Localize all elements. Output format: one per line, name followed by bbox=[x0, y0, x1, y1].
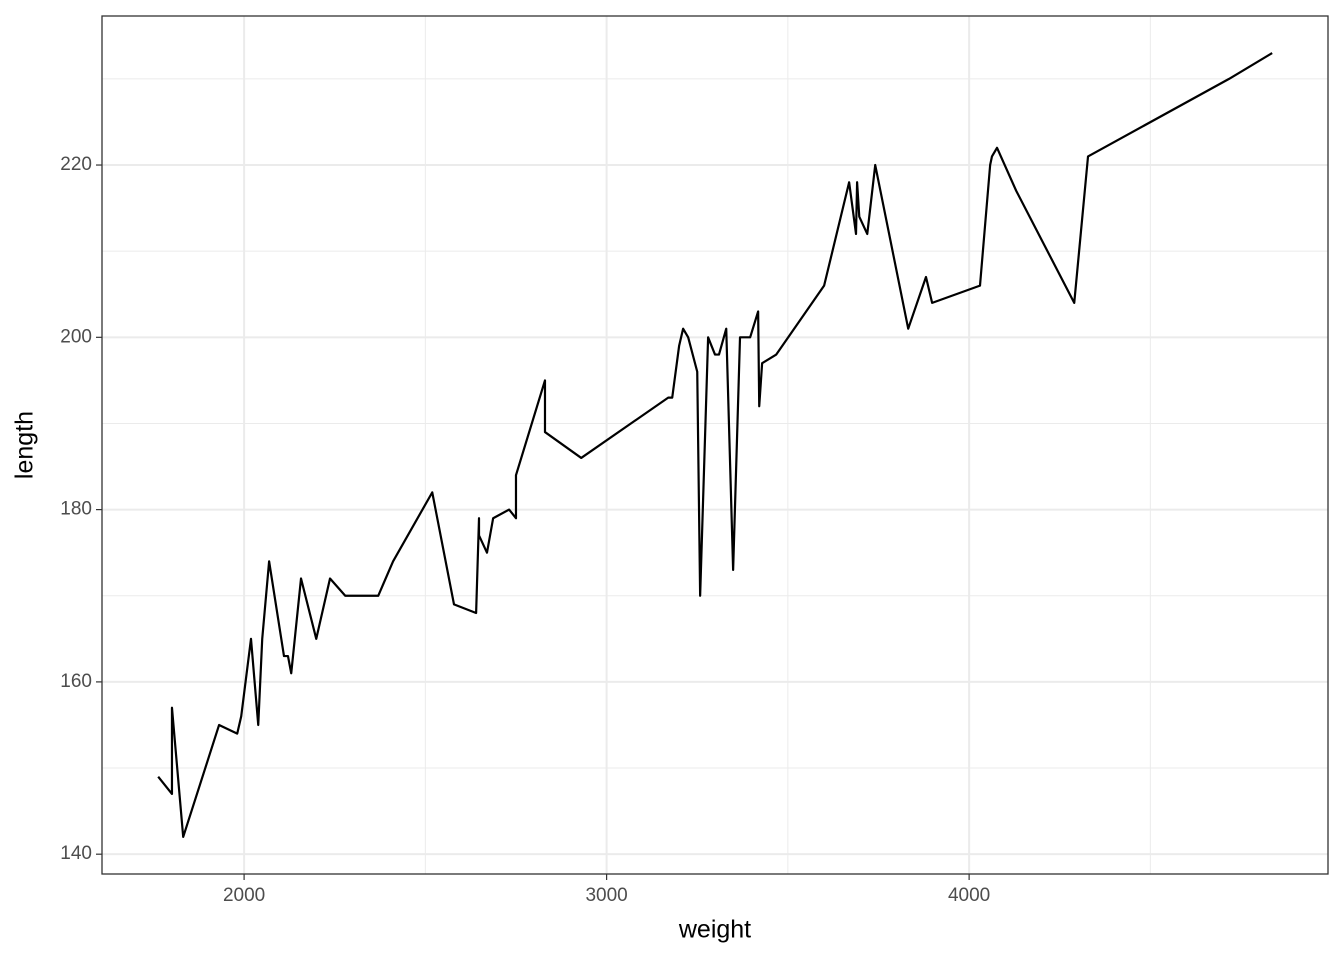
x-axis-title: weight bbox=[678, 916, 751, 944]
line bbox=[157, 52, 1273, 839]
y-axis-title: length bbox=[11, 411, 39, 479]
y-tick-label: 220 bbox=[60, 154, 92, 175]
panel bbox=[102, 16, 1328, 874]
panel-border bbox=[101, 15, 1329, 875]
x-tick-label: 3000 bbox=[585, 885, 627, 906]
y-tick-label: 180 bbox=[60, 499, 92, 520]
x-tick-label: 2000 bbox=[223, 885, 265, 906]
x-tick-label: 4000 bbox=[948, 885, 990, 906]
y-tick-label: 200 bbox=[60, 326, 92, 347]
y-tick-label: 140 bbox=[60, 843, 92, 864]
y-tick-label: 160 bbox=[60, 671, 92, 692]
